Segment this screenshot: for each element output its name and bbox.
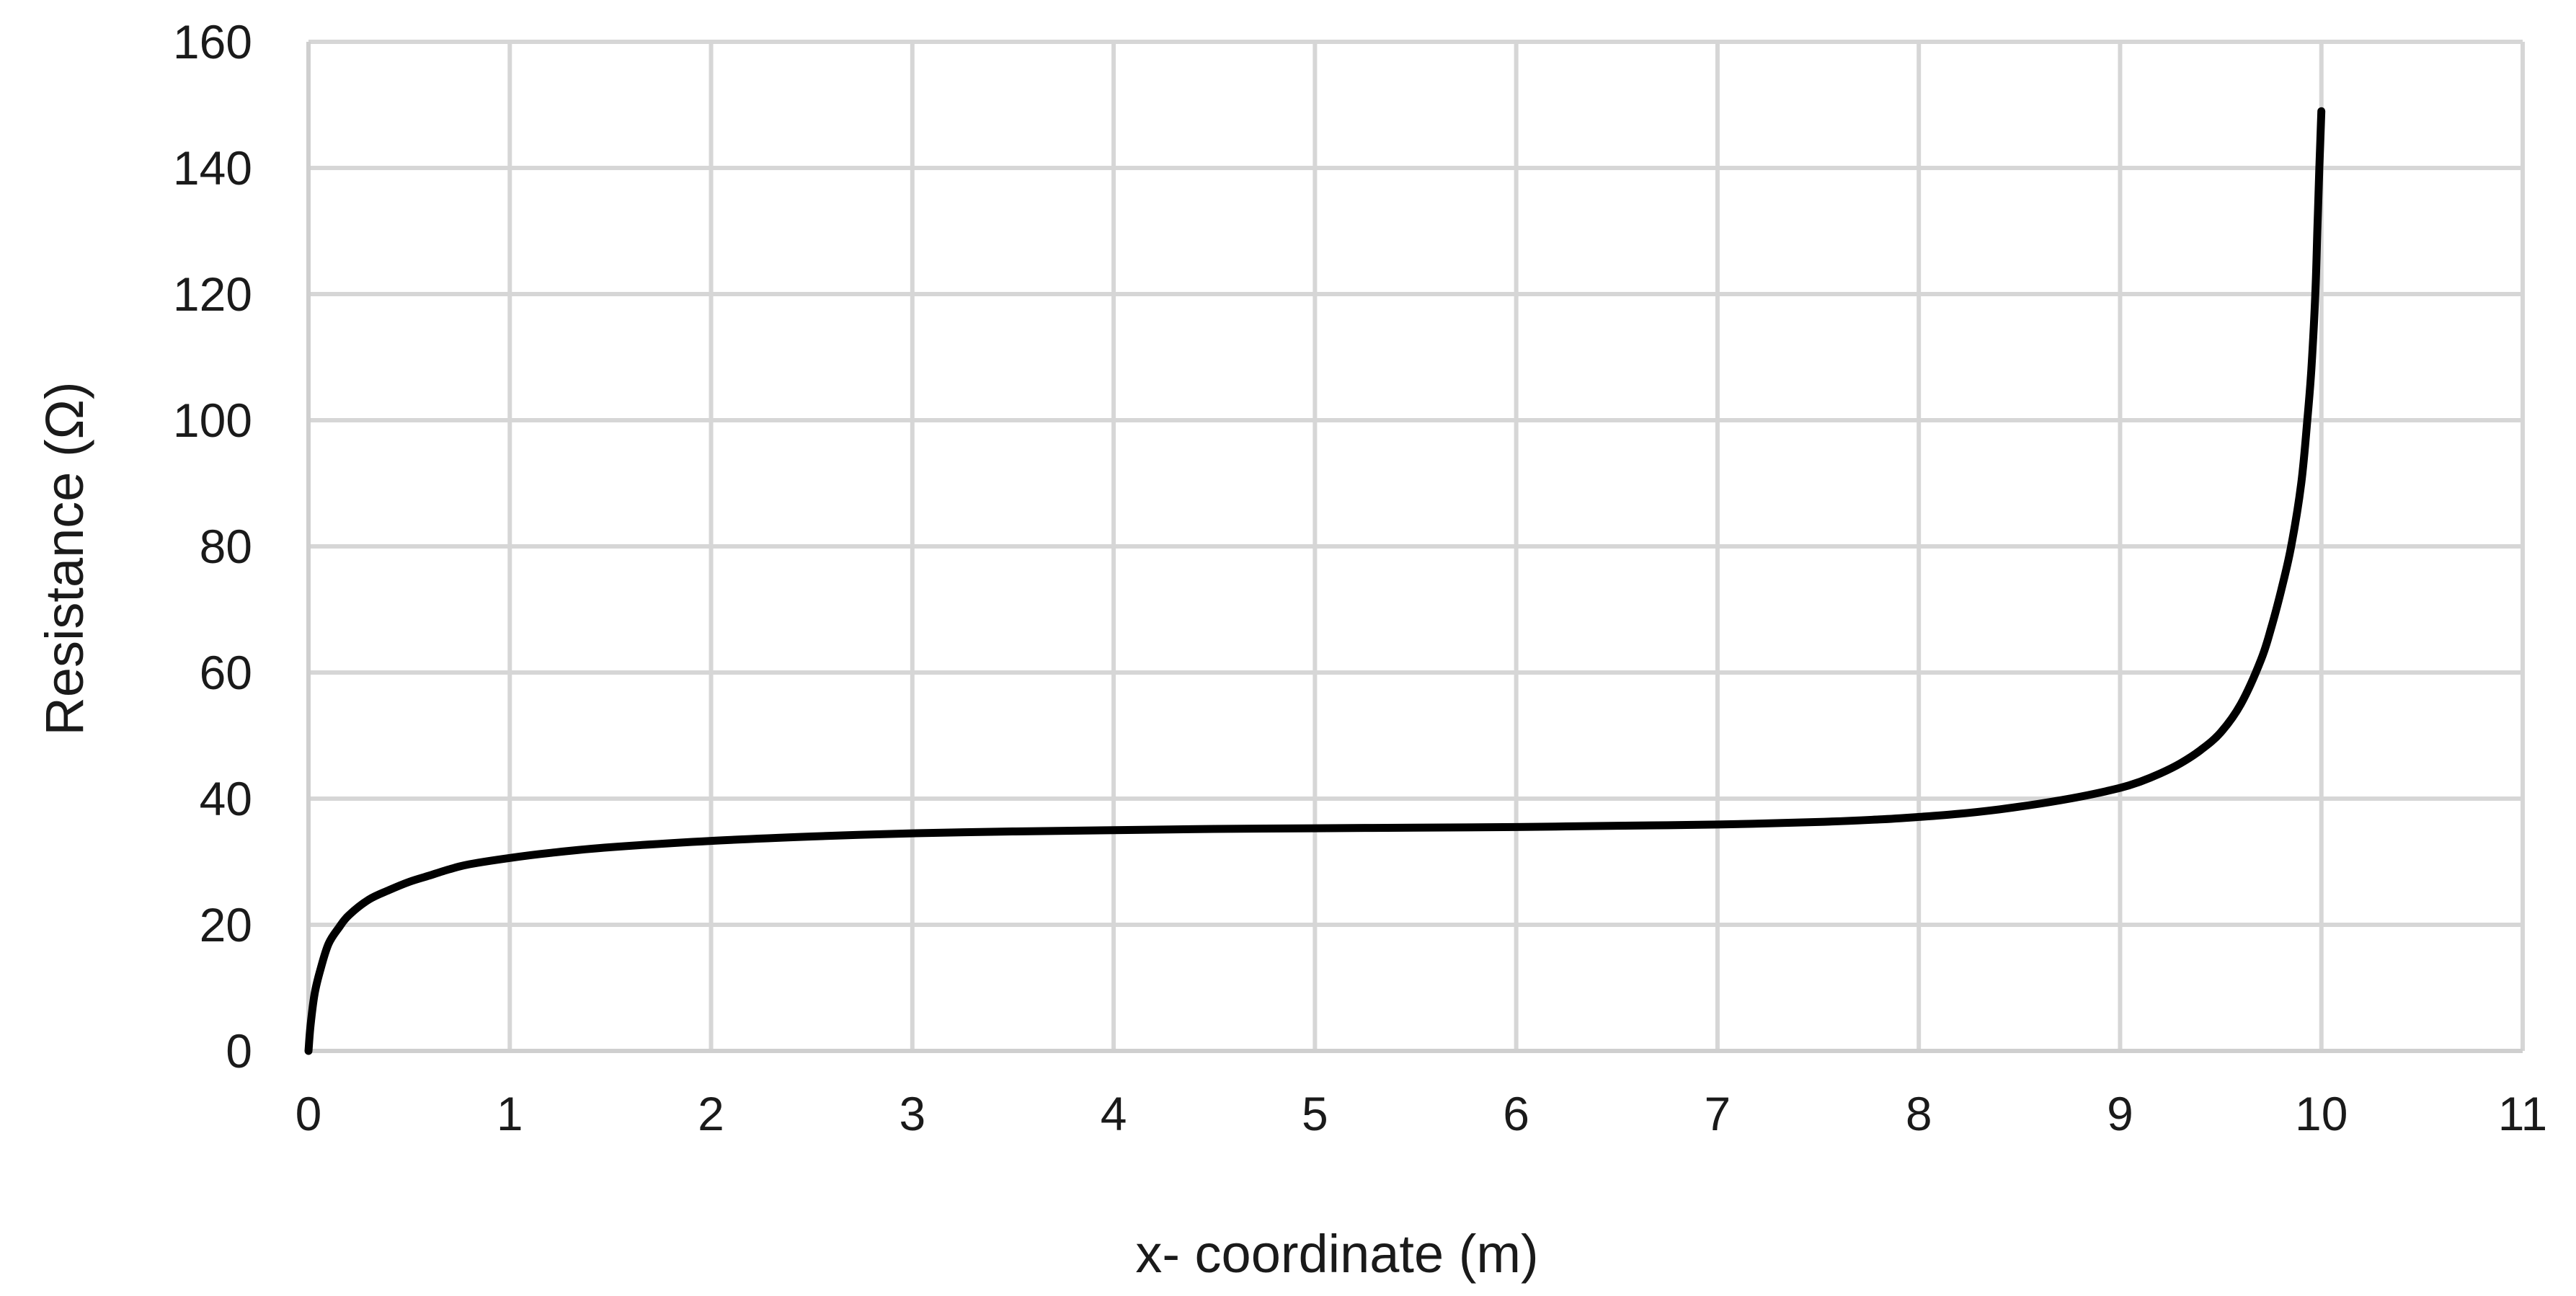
x-tick-label: 5 <box>1302 1087 1328 1140</box>
x-axis-title: x- coordinate (m) <box>1135 1224 1538 1284</box>
y-tick-label: 0 <box>226 1024 252 1078</box>
x-tick-label: 0 <box>296 1087 322 1140</box>
y-tick-label: 60 <box>200 646 252 699</box>
y-tick-label: 20 <box>200 898 252 951</box>
y-tick-label: 100 <box>173 394 252 447</box>
x-tick-label: 7 <box>1705 1087 1731 1140</box>
x-tick-label: 2 <box>698 1087 724 1140</box>
y-tick-label: 40 <box>200 772 252 825</box>
x-tick-label: 1 <box>497 1087 523 1140</box>
series-line <box>304 107 2326 1055</box>
horizontal-gridlines <box>308 40 2523 1053</box>
y-tick-label: 80 <box>200 520 252 573</box>
y-tick-labels: 0 20 40 60 80 100 120 140 160 <box>173 15 252 1078</box>
y-tick-label: 160 <box>173 15 252 68</box>
y-tick-label: 140 <box>173 141 252 195</box>
y-tick-label: 120 <box>173 267 252 321</box>
x-tick-label: 8 <box>1906 1087 1932 1140</box>
series-layer <box>304 107 2326 1055</box>
x-tick-label: 3 <box>899 1087 925 1140</box>
y-axis-title: Resistance (Ω) <box>35 381 94 735</box>
x-tick-labels: 0 1 2 3 4 5 6 7 8 9 10 11 <box>296 1087 2548 1140</box>
x-tick-label: 6 <box>1503 1087 1529 1140</box>
plot-axes <box>306 42 2523 1053</box>
x-tick-label: 4 <box>1101 1087 1127 1140</box>
x-tick-label: 11 <box>2498 1087 2548 1140</box>
x-tick-label: 9 <box>2107 1087 2133 1140</box>
x-tick-label: 10 <box>2295 1087 2348 1140</box>
